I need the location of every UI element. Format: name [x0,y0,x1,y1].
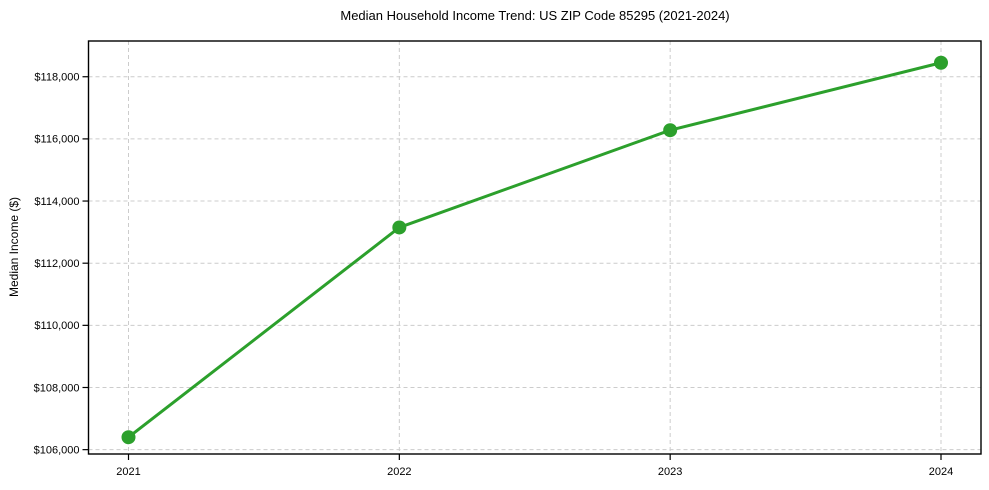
y-tick-label: $116,000 [34,134,79,146]
axes-spines [87,40,982,455]
y-axis-label: Median Income ($) [7,196,21,298]
trend-line [127,61,943,439]
chart-title: Median Household Income Trend: US ZIP Co… [340,8,730,23]
data-point-2022 [392,220,407,235]
data-point-2021 [121,430,136,445]
data-point-2023 [663,123,678,138]
y-tick-label: $110,000 [34,320,79,332]
x-tick-label: 2021 [116,466,140,478]
y-tick-label: $118,000 [34,72,79,84]
y-tick-label: $112,000 [34,258,79,270]
x-tick-label: 2024 [929,466,953,478]
y-tick-label: $108,000 [34,382,80,394]
y-tick-label: $106,000 [34,444,80,456]
x-tick-label: 2022 [387,466,411,478]
data-point-2024 [934,55,948,70]
y-tick-label: $114,000 [34,196,79,208]
x-tick-label: 2023 [658,466,682,478]
